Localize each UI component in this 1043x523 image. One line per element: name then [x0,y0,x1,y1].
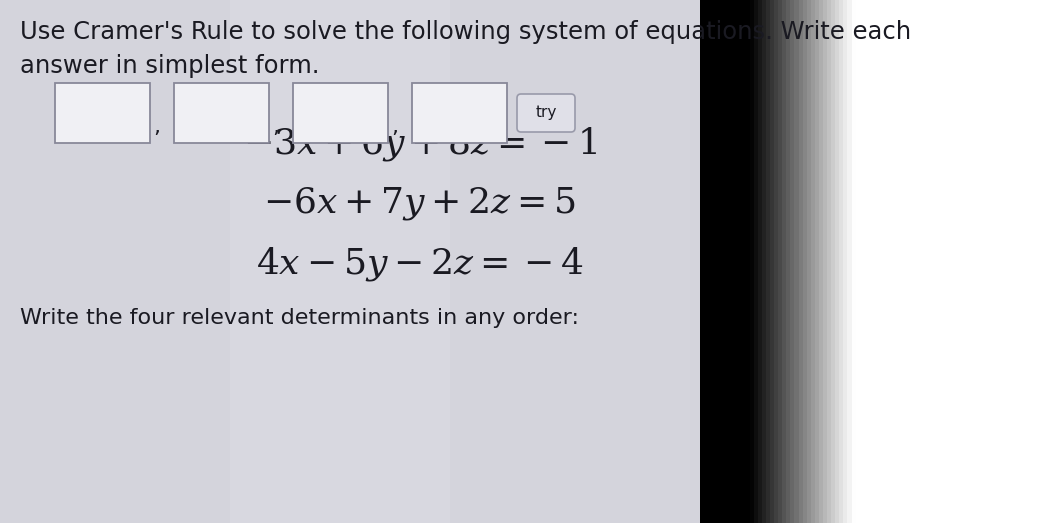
FancyBboxPatch shape [293,83,388,143]
Text: try: try [535,106,557,120]
Text: $-6x+7y+2z=5$: $-6x+7y+2z=5$ [264,185,577,222]
Text: Use Cramer's Rule to solve the following system of equations. Write each: Use Cramer's Rule to solve the following… [20,20,912,44]
Text: ,: , [153,117,160,137]
Text: answer in simplest form.: answer in simplest form. [20,54,319,78]
FancyBboxPatch shape [55,83,150,143]
FancyBboxPatch shape [412,83,507,143]
FancyBboxPatch shape [174,83,269,143]
Text: $-3x+6y+8z=-1$: $-3x+6y+8z=-1$ [243,125,598,163]
Text: ,: , [272,117,278,137]
Bar [0,0,700,523]
FancyBboxPatch shape [517,94,575,132]
Text: $4x-5y-2z=-4$: $4x-5y-2z=-4$ [257,245,584,283]
Text: Write the four relevant determinants in any order:: Write the four relevant determinants in … [20,308,579,328]
Bar [231,0,450,523]
Text: ,: , [391,117,398,137]
